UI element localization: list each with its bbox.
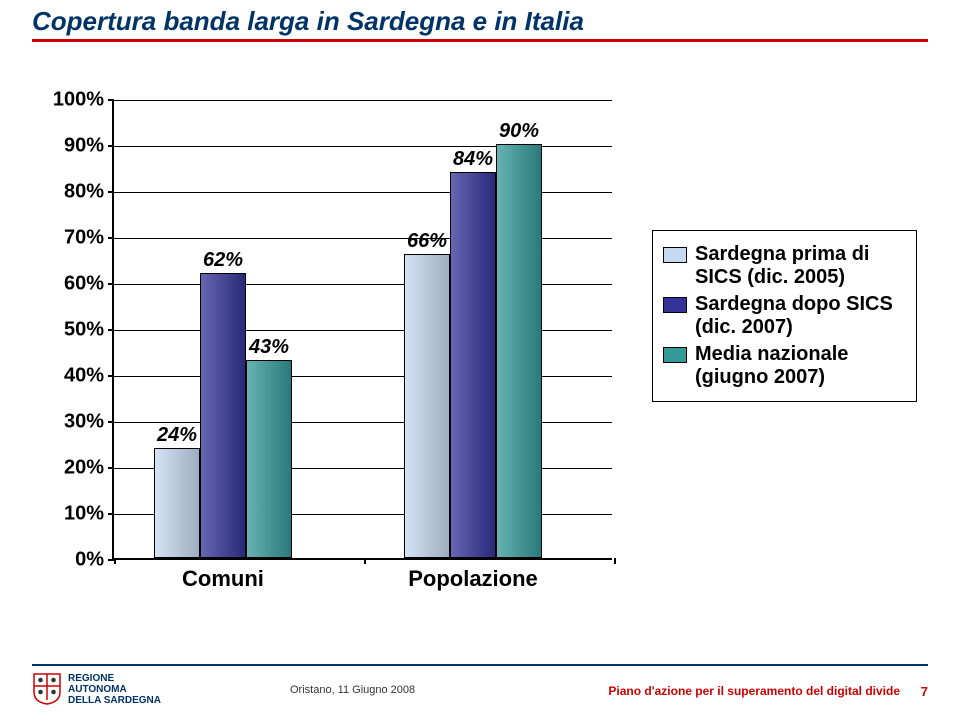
footer-org-line: DELLA SARDEGNA xyxy=(68,695,161,706)
legend-item: Sardegna dopo SICS (dic. 2007) xyxy=(663,293,906,339)
y-tick-mark xyxy=(108,283,114,285)
legend-label: Sardegna dopo SICS (dic. 2007) xyxy=(695,293,906,339)
legend-label: Sardegna prima di SICS (dic. 2005) xyxy=(695,243,906,289)
y-tick-label: 10% xyxy=(64,503,114,526)
y-tick-mark xyxy=(108,99,114,101)
legend: Sardegna prima di SICS (dic. 2005)Sardeg… xyxy=(652,230,917,402)
y-tick-mark xyxy=(108,145,114,147)
legend-item: Sardegna prima di SICS (dic. 2005) xyxy=(663,243,906,289)
legend-swatch xyxy=(663,247,687,263)
legend-item: Media nazionale (giugno 2007) xyxy=(663,343,906,389)
y-tick-mark xyxy=(108,467,114,469)
footer-divider xyxy=(32,664,928,666)
y-tick-label: 100% xyxy=(53,89,114,112)
plot-area: 0%10%20%30%40%50%60%70%80%90%100%24%62%4… xyxy=(112,100,612,560)
bar-value-label: 84% xyxy=(453,148,493,173)
bar: 90% xyxy=(496,144,542,558)
legend-swatch xyxy=(663,297,687,313)
bar-value-label: 24% xyxy=(157,424,197,449)
y-tick-mark xyxy=(108,191,114,193)
y-tick-mark xyxy=(108,513,114,515)
bar: 84% xyxy=(450,172,496,558)
y-tick-label: 60% xyxy=(64,273,114,296)
footer-org-line: AUTONOMA xyxy=(68,684,161,695)
y-tick-label: 20% xyxy=(64,457,114,480)
footer-date: Oristano, 11 Giugno 2008 xyxy=(290,684,415,696)
gridline xyxy=(114,100,612,101)
bar: 24% xyxy=(154,448,200,558)
x-category-label: Popolazione xyxy=(404,558,542,592)
legend-swatch xyxy=(663,347,687,363)
footer-page-number: 7 xyxy=(921,684,928,699)
title-underline xyxy=(32,39,928,42)
y-tick-label: 80% xyxy=(64,181,114,204)
x-tick-mark xyxy=(114,558,116,564)
bar: 62% xyxy=(200,273,246,558)
y-tick-mark xyxy=(108,421,114,423)
bar-value-label: 43% xyxy=(249,336,289,361)
x-category-label: Comuni xyxy=(154,558,292,592)
bar-value-label: 62% xyxy=(203,249,243,274)
footer-org-line: REGIONE xyxy=(68,673,161,684)
y-tick-label: 90% xyxy=(64,135,114,158)
y-tick-label: 40% xyxy=(64,365,114,388)
y-tick-mark xyxy=(108,375,114,377)
footer: REGIONE AUTONOMA DELLA SARDEGNA Oristano… xyxy=(0,664,960,722)
bar-value-label: 90% xyxy=(499,120,539,145)
bar-value-label: 66% xyxy=(407,230,447,255)
x-tick-mark xyxy=(614,558,616,564)
y-tick-label: 50% xyxy=(64,319,114,342)
crest-icon xyxy=(32,672,62,706)
y-tick-label: 70% xyxy=(64,227,114,250)
bar-chart: 0%10%20%30%40%50%60%70%80%90%100%24%62%4… xyxy=(32,90,928,630)
footer-caption: Piano d'azione per il superamento del di… xyxy=(608,684,900,698)
bar: 66% xyxy=(404,254,450,558)
footer-logo: REGIONE AUTONOMA DELLA SARDEGNA xyxy=(32,672,161,706)
y-tick-mark xyxy=(108,237,114,239)
bar: 43% xyxy=(246,360,292,558)
y-tick-label: 30% xyxy=(64,411,114,434)
x-tick-mark xyxy=(364,558,366,564)
y-tick-mark xyxy=(108,329,114,331)
chart-title: Copertura banda larga in Sardegna e in I… xyxy=(32,6,960,37)
legend-label: Media nazionale (giugno 2007) xyxy=(695,343,906,389)
